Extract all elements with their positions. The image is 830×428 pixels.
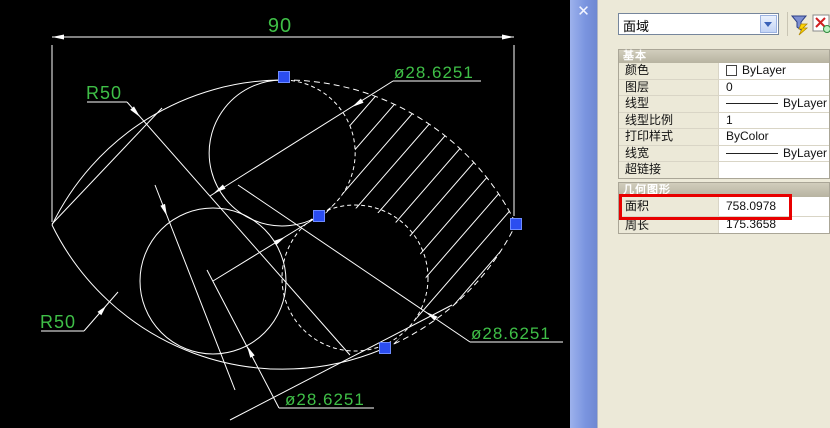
object-type-dropdown[interactable]: 面域 [618, 13, 779, 35]
prop-row-area: 面积 758.0978 [619, 197, 829, 216]
prop-row-plotstyle: 打印样式 ByColor [619, 128, 829, 145]
prop-row-perimeter: 周长 175.3658 [619, 216, 829, 233]
dim-arrow [502, 34, 514, 40]
construction-line[interactable] [229, 304, 453, 421]
bottom-left-circle[interactable] [139, 207, 287, 355]
funnel-lightning-icon [790, 15, 809, 36]
lineweight-preview [726, 152, 778, 154]
dia-right-text: ø28.6251 [471, 324, 551, 343]
chevron-down-icon[interactable] [760, 15, 777, 33]
area-value[interactable]: 758.0978 [719, 197, 829, 216]
dia-bottom-text: ø28.6251 [285, 390, 365, 409]
toggle-pickadd-button[interactable] [812, 12, 830, 36]
grip-middle[interactable] [313, 210, 325, 222]
lens-top-arc-dashed[interactable] [283, 79, 517, 225]
dim-arrow [130, 106, 140, 117]
properties-panel: 面域 基本 颜色 ByLayer 图层 0 线型 ByLayer 线型 [598, 0, 830, 428]
close-icon[interactable]: ✕ [577, 3, 590, 20]
geometry-section: 几何图形 面积 758.0978 周长 175.3658 [618, 182, 830, 234]
dim-arrow [273, 237, 285, 246]
dim-90-text: 90 [268, 15, 292, 37]
cad-drawing-canvas[interactable]: 90 R50 R50 ø28.6251 ø28.6251 ø28.6251 [0, 0, 570, 428]
top-circle-dashed-half[interactable] [283, 79, 356, 217]
grip-right[interactable] [510, 218, 522, 230]
object-type-value: 面域 [623, 19, 650, 34]
perimeter-value[interactable]: 175.3658 [719, 217, 829, 233]
lens-bottom-arc-solid[interactable] [51, 224, 386, 370]
dim-arrow [97, 306, 106, 316]
grip-top[interactable] [278, 71, 290, 83]
r50-bottom-text: R50 [40, 312, 76, 332]
linetype-value[interactable]: ByLayer [719, 96, 829, 112]
plotstyle-value[interactable]: ByColor [719, 129, 829, 145]
hyperlink-value[interactable] [719, 162, 829, 178]
general-section: 基本 颜色 ByLayer 图层 0 线型 ByLayer 线型比例 1 打印样… [618, 49, 830, 179]
linetype-scale-value[interactable]: 1 [719, 112, 829, 128]
layer-value[interactable]: 0 [719, 79, 829, 95]
dia-bottom-leader[interactable] [206, 269, 280, 409]
dim-arrow [52, 34, 64, 40]
dim-arrow [426, 312, 438, 321]
prop-row-linetype-scale: 线型比例 1 [619, 111, 829, 128]
quick-select-button[interactable] [787, 12, 810, 36]
prop-row-hyperlink: 超链接 [619, 161, 829, 178]
dim-arrow [247, 346, 255, 358]
r50-top-text: R50 [86, 83, 122, 103]
prop-row-linetype: 线型 ByLayer [619, 95, 829, 112]
construction-line[interactable] [212, 215, 320, 282]
grip-bottom[interactable] [379, 342, 391, 354]
lens-bottom-arc-dashed[interactable] [384, 223, 517, 349]
lineweight-value[interactable]: ByLayer [719, 145, 829, 161]
section-header-general: 基本 [619, 50, 829, 63]
properties-palette-titlebar[interactable]: ✕ [570, 0, 598, 428]
color-swatch [726, 65, 737, 77]
dim-arrow [214, 184, 226, 193]
construction-line[interactable] [154, 184, 236, 391]
section-header-geometry: 几何图形 [619, 183, 829, 197]
pickadd-icon [812, 14, 830, 33]
bottom-right-circle[interactable] [281, 204, 429, 352]
prop-row-color: 颜色 ByLayer [619, 63, 829, 79]
r50-top-leader[interactable] [126, 101, 351, 356]
color-value[interactable]: ByLayer [719, 63, 829, 79]
cad-drawing-svg: 90 R50 R50 ø28.6251 ø28.6251 ø28.6251 [40, 15, 563, 421]
lens-top-arc-solid[interactable] [51, 79, 285, 226]
construction-line[interactable] [51, 107, 163, 225]
top-circle-solid-half[interactable] [208, 79, 320, 227]
linetype-preview [726, 103, 778, 105]
dia-top-leader[interactable] [209, 80, 394, 197]
prop-row-lineweight: 线宽 ByLayer [619, 144, 829, 161]
dia-top-text: ø28.6251 [394, 63, 474, 82]
dim-arrow [160, 203, 167, 216]
prop-row-layer: 图层 0 [619, 78, 829, 95]
dim-arrow [352, 98, 364, 107]
